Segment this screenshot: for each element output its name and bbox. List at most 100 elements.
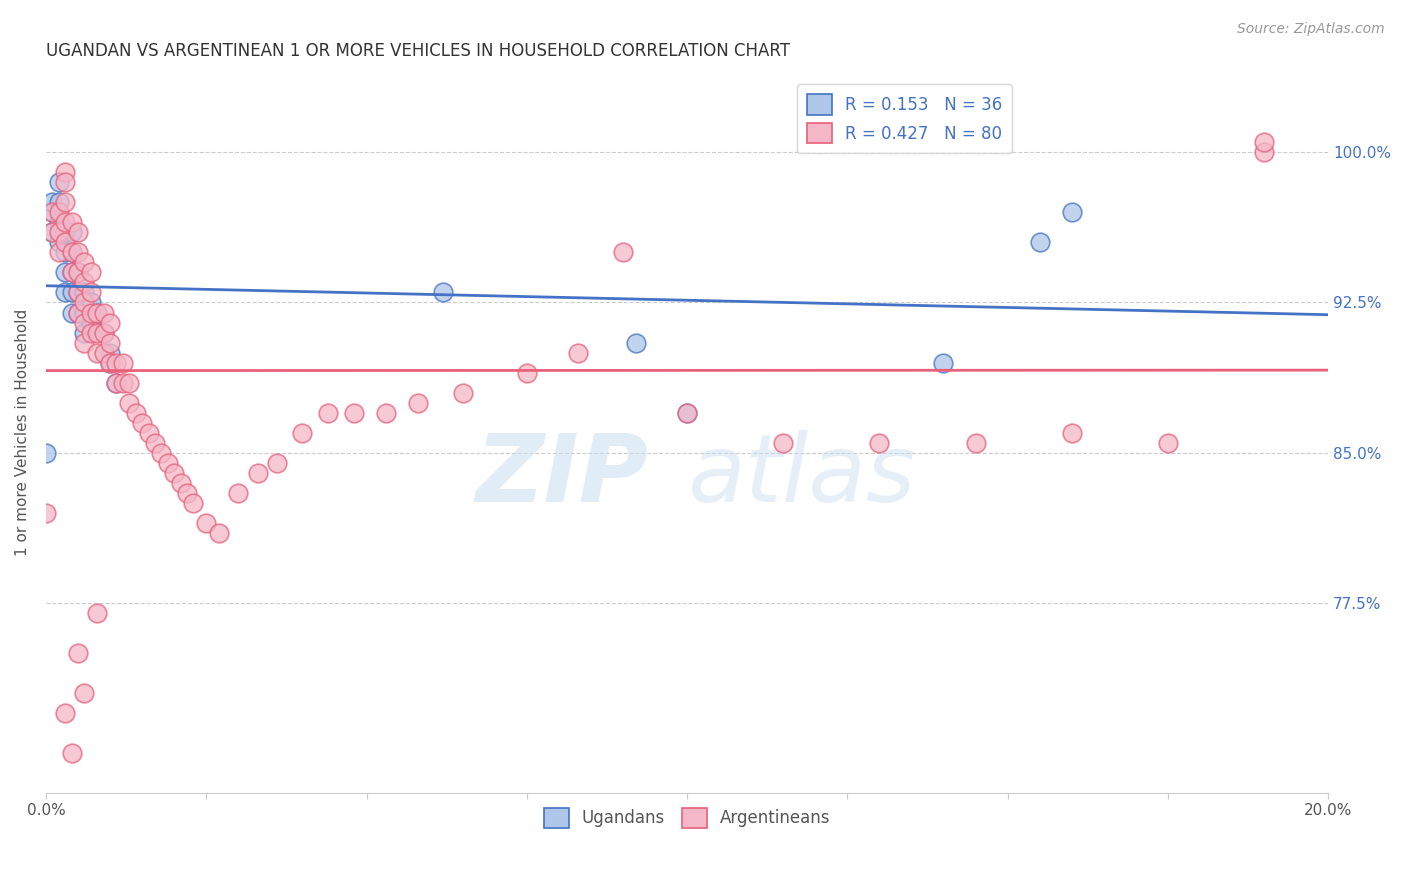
Point <box>208 525 231 540</box>
Point <box>86 326 108 340</box>
Point <box>60 305 83 319</box>
Point <box>48 205 70 219</box>
Point <box>60 226 83 240</box>
Point <box>772 435 794 450</box>
Point <box>73 326 96 340</box>
Point <box>226 485 249 500</box>
Point <box>80 326 103 340</box>
Text: UGANDAN VS ARGENTINEAN 1 OR MORE VEHICLES IN HOUSEHOLD CORRELATION CHART: UGANDAN VS ARGENTINEAN 1 OR MORE VEHICLE… <box>46 42 790 60</box>
Point <box>612 245 634 260</box>
Point <box>48 215 70 229</box>
Y-axis label: 1 or more Vehicles in Household: 1 or more Vehicles in Household <box>15 309 30 557</box>
Point <box>53 285 76 300</box>
Point <box>53 235 76 250</box>
Point <box>73 295 96 310</box>
Text: Source: ZipAtlas.com: Source: ZipAtlas.com <box>1237 22 1385 37</box>
Point <box>246 466 269 480</box>
Point <box>66 305 89 319</box>
Point <box>163 466 186 480</box>
Point <box>41 205 63 219</box>
Point <box>53 226 76 240</box>
Point <box>80 265 103 279</box>
Point <box>73 276 96 290</box>
Point <box>451 385 474 400</box>
Point <box>516 366 538 380</box>
Point <box>676 405 699 419</box>
Point <box>48 235 70 250</box>
Point <box>41 226 63 240</box>
Point <box>60 265 83 279</box>
Point <box>66 265 89 279</box>
Point <box>66 265 89 279</box>
Text: atlas: atlas <box>688 430 915 521</box>
Point <box>169 475 191 490</box>
Point <box>48 245 70 260</box>
Point <box>131 416 153 430</box>
Point <box>567 345 589 359</box>
Point <box>118 395 141 409</box>
Point <box>73 285 96 300</box>
Point <box>105 376 128 390</box>
Point <box>48 176 70 190</box>
Point <box>60 285 83 300</box>
Point <box>60 265 83 279</box>
Point <box>53 215 76 229</box>
Point <box>676 405 699 419</box>
Point <box>143 435 166 450</box>
Point <box>73 255 96 269</box>
Point <box>93 345 115 359</box>
Point <box>86 606 108 620</box>
Point <box>53 176 76 190</box>
Point <box>1060 425 1083 440</box>
Point <box>105 355 128 369</box>
Point <box>48 195 70 210</box>
Point <box>53 265 76 279</box>
Point <box>1157 435 1180 450</box>
Legend: Ugandans, Argentineans: Ugandans, Argentineans <box>537 801 837 835</box>
Point <box>374 405 396 419</box>
Point <box>1253 145 1275 160</box>
Point <box>1060 205 1083 219</box>
Point <box>80 285 103 300</box>
Point <box>343 405 366 419</box>
Point <box>406 395 429 409</box>
Point <box>932 355 955 369</box>
Point <box>316 405 339 419</box>
Point <box>60 245 83 260</box>
Point <box>291 425 314 440</box>
Point <box>53 165 76 179</box>
Point <box>965 435 987 450</box>
Point <box>266 456 288 470</box>
Point <box>60 245 83 260</box>
Point <box>1028 235 1050 250</box>
Point <box>93 326 115 340</box>
Point <box>195 516 218 530</box>
Point <box>66 226 89 240</box>
Point <box>150 445 173 459</box>
Point <box>66 646 89 660</box>
Point <box>98 345 121 359</box>
Point <box>80 316 103 330</box>
Point <box>93 326 115 340</box>
Point <box>41 195 63 210</box>
Point <box>176 485 198 500</box>
Point <box>73 685 96 699</box>
Point <box>105 376 128 390</box>
Point <box>432 285 454 300</box>
Point <box>98 355 121 369</box>
Point <box>53 195 76 210</box>
Point <box>111 355 134 369</box>
Point <box>93 305 115 319</box>
Point <box>98 316 121 330</box>
Point <box>1253 136 1275 150</box>
Point <box>66 285 89 300</box>
Point <box>53 245 76 260</box>
Point <box>86 305 108 319</box>
Point <box>35 445 58 459</box>
Point <box>86 345 108 359</box>
Point <box>73 316 96 330</box>
Point <box>98 355 121 369</box>
Point <box>125 405 148 419</box>
Point <box>35 506 58 520</box>
Point <box>60 746 83 760</box>
